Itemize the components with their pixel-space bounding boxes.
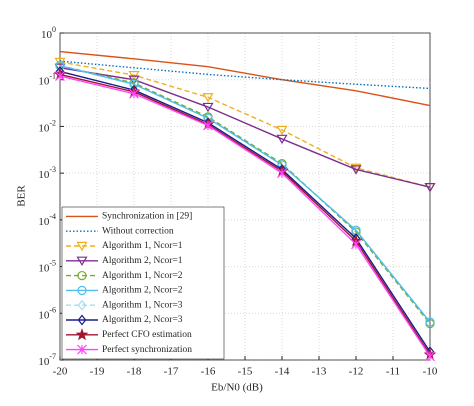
marker (75, 328, 89, 341)
x-tick-label: -17 (164, 366, 179, 378)
marker (351, 239, 361, 250)
legend-label: Algorithm 2, Ncor=3 (102, 315, 183, 325)
y-tick-label: 10-6 (38, 305, 56, 321)
marker (77, 344, 87, 355)
marker (350, 165, 362, 175)
marker (425, 317, 435, 327)
marker (55, 71, 65, 81)
marker (424, 183, 436, 193)
series-line (59, 60, 431, 90)
marker (77, 314, 87, 326)
marker (276, 134, 288, 145)
x-tick-label: -16 (201, 366, 216, 378)
x-tick-label: -12 (349, 366, 364, 378)
marker (76, 241, 88, 252)
marker (425, 351, 435, 362)
y-tick-label: 10-4 (38, 212, 56, 228)
legend-label: Synchronization in [29] (102, 212, 192, 222)
legend-label: Algorithm 1, Ncor=3 (102, 300, 183, 310)
marker (77, 299, 87, 311)
series-line (59, 64, 431, 323)
series-line (59, 64, 431, 325)
x-axis-label: Eb/N0 (dB) (211, 382, 263, 394)
x-tick-label: -14 (275, 366, 290, 378)
marker (129, 88, 139, 99)
x-tick-label: -18 (127, 366, 142, 378)
legend: Synchronization in [29] Without correctio… (61, 206, 225, 360)
marker (202, 93, 214, 103)
series-line (59, 70, 431, 353)
legend-label: Perfect CFO estimation (102, 329, 192, 340)
series-line (59, 67, 431, 188)
marker (77, 270, 87, 281)
series-line (59, 50, 431, 107)
legend-label: Without correction (102, 226, 174, 236)
x-tick-label: -11 (386, 366, 400, 378)
marker (202, 102, 214, 113)
x-tick-label: -19 (90, 366, 105, 378)
legend-label: Perfect synchronization (102, 344, 192, 355)
marker (203, 120, 213, 131)
x-tick-label: -15 (238, 366, 253, 378)
series-line (59, 73, 431, 356)
legend-label: Algorithm 1, Ncor=2 (102, 271, 183, 281)
marker (277, 168, 287, 179)
marker (76, 256, 88, 267)
legend-label: Algorithm 1, Ncor=1 (102, 241, 183, 251)
marker (77, 285, 87, 296)
legend-box (61, 206, 225, 360)
y-tick-label: 10-3 (38, 165, 56, 181)
y-tick-label: 10-7 (38, 352, 56, 368)
y-tick-label: 10-2 (38, 118, 56, 134)
legend-label: Algorithm 2, Ncor=1 (102, 256, 183, 266)
y-axis-label: BER (16, 185, 28, 207)
plot-frame (59, 32, 431, 361)
y-tick-label: 10-1 (38, 72, 56, 88)
marker (54, 63, 66, 74)
series-line (59, 75, 431, 357)
legend-label: Algorithm 2, Ncor=2 (102, 286, 183, 296)
marker (128, 70, 140, 81)
y-tick-label: 100 (41, 25, 56, 41)
marker (276, 125, 288, 136)
x-tick-label: -20 (53, 366, 68, 378)
x-tick-label: -13 (312, 366, 327, 378)
x-tick-label: -10 (423, 366, 438, 378)
series-line (59, 61, 431, 188)
y-tick-label: 10-5 (38, 258, 56, 274)
